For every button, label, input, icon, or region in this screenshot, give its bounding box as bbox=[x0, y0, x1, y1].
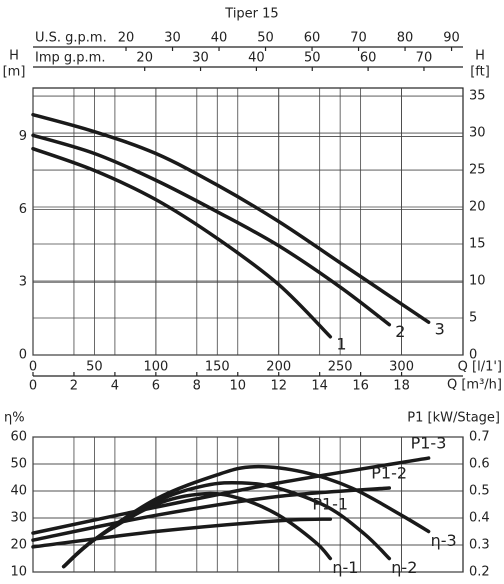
y-tick-label: 50 bbox=[10, 457, 27, 472]
x-tick-label: 50 bbox=[86, 360, 103, 375]
curve-label: 3 bbox=[435, 320, 445, 339]
x2-tick-label: 2 bbox=[70, 379, 78, 394]
x-tick-label: 0 bbox=[29, 360, 37, 375]
y2-tick-label: 0.2 bbox=[469, 565, 490, 580]
y-tick-label: 30 bbox=[10, 511, 27, 526]
y2-unit: [ft] bbox=[470, 65, 490, 80]
y2-tick-label: 30 bbox=[469, 126, 486, 141]
curve-label: P1-3 bbox=[411, 434, 447, 453]
x3-tick-label: 50 bbox=[257, 31, 274, 46]
eta-label: η% bbox=[4, 411, 25, 426]
y-tick-label: 6 bbox=[19, 202, 27, 217]
plot-frame bbox=[32, 87, 464, 356]
y2-tick-label: 0.4 bbox=[469, 511, 490, 526]
p1-label: P1 [kW/Stage] bbox=[407, 411, 500, 426]
x4-tick-label: 70 bbox=[416, 51, 433, 66]
x2-tick-label: 0 bbox=[29, 379, 37, 394]
y-tick-label: 0 bbox=[19, 348, 27, 363]
curve bbox=[31, 146, 333, 339]
y2-tick-label: 10 bbox=[469, 274, 486, 289]
y2-tick-label: 5 bbox=[469, 311, 477, 326]
curve bbox=[31, 133, 392, 327]
y2-tick-label: 35 bbox=[469, 89, 486, 104]
x4-tick-label: 60 bbox=[360, 51, 377, 66]
y2-tick-label: 0.3 bbox=[469, 538, 490, 553]
plot-frame bbox=[32, 436, 464, 573]
y-unit: [m] bbox=[3, 65, 26, 80]
x-tick-label: 100 bbox=[143, 360, 168, 375]
x2-tick-label: 12 bbox=[270, 379, 287, 394]
y-label: H bbox=[9, 49, 19, 64]
y-tick-label: 10 bbox=[10, 565, 27, 580]
y-tick-label: 3 bbox=[19, 275, 27, 290]
curve-label: 2 bbox=[395, 322, 405, 341]
y2-tick-label: 0.6 bbox=[469, 457, 490, 472]
x2-tick-label: 18 bbox=[393, 379, 410, 394]
curve-label: η-3 bbox=[431, 531, 457, 550]
x4-tick-label: 50 bbox=[304, 51, 321, 66]
y-tick-label: 40 bbox=[10, 484, 27, 499]
y2-tick-label: 0.7 bbox=[469, 430, 490, 445]
curve-label: P1-2 bbox=[371, 464, 407, 483]
curve-label: η-1 bbox=[332, 558, 358, 577]
x2-tick-label: 10 bbox=[229, 379, 246, 394]
y2-tick-label: 0 bbox=[469, 348, 477, 363]
y-tick-label: 20 bbox=[10, 538, 27, 553]
x-tick-label: 250 bbox=[328, 360, 353, 375]
chart-title: Tiper 15 bbox=[224, 7, 278, 22]
curve-label: P1-1 bbox=[312, 495, 348, 514]
y-tick-label: 9 bbox=[19, 129, 27, 144]
x3-tick-label: 90 bbox=[443, 31, 460, 46]
y-tick-label: 60 bbox=[10, 430, 27, 445]
curve bbox=[31, 456, 431, 535]
curve bbox=[31, 112, 431, 324]
x2-tick-label: 14 bbox=[311, 379, 328, 394]
x-label: Q [l/1'] bbox=[458, 360, 502, 375]
x-tick-label: 300 bbox=[389, 360, 414, 375]
x2-tick-label: 6 bbox=[152, 379, 160, 394]
y2-label: H bbox=[475, 49, 485, 64]
x-tick-label: 150 bbox=[205, 360, 230, 375]
curve bbox=[31, 517, 333, 549]
x2-label: Q [m³/h] bbox=[447, 378, 502, 393]
x3-tick-label: 30 bbox=[164, 31, 181, 46]
curve-label: 1 bbox=[336, 334, 346, 353]
x2-tick-label: 16 bbox=[352, 379, 369, 394]
imp-gpm-label: Imp g.p.m. bbox=[35, 51, 105, 66]
y2-tick-label: 15 bbox=[469, 237, 486, 252]
y2-tick-label: 25 bbox=[469, 163, 486, 178]
x3-tick-label: 70 bbox=[350, 31, 367, 46]
us-gpm-label: U.S. g.p.m. bbox=[35, 31, 107, 46]
curve bbox=[31, 486, 392, 542]
curve bbox=[61, 464, 431, 569]
curve-label: η-2 bbox=[391, 558, 417, 577]
x3-tick-label: 40 bbox=[211, 31, 228, 46]
x2-tick-label: 8 bbox=[193, 379, 201, 394]
x4-tick-label: 20 bbox=[136, 51, 153, 66]
x-tick-label: 200 bbox=[266, 360, 291, 375]
x3-tick-label: 20 bbox=[118, 31, 135, 46]
x3-tick-label: 60 bbox=[304, 31, 321, 46]
x4-tick-label: 40 bbox=[248, 51, 265, 66]
y2-tick-label: 0.5 bbox=[469, 484, 490, 499]
x2-tick-label: 4 bbox=[111, 379, 119, 394]
x4-tick-label: 30 bbox=[192, 51, 209, 66]
y2-tick-label: 20 bbox=[469, 200, 486, 215]
x3-tick-label: 80 bbox=[397, 31, 414, 46]
